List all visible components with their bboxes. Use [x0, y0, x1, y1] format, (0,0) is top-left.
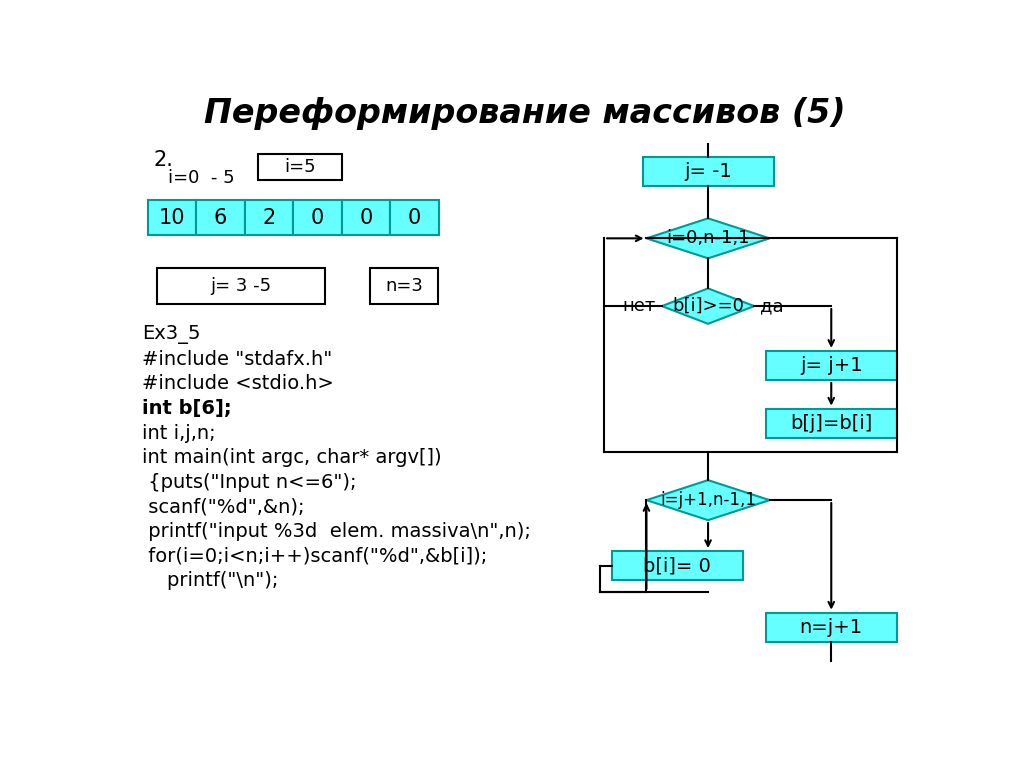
FancyBboxPatch shape: [196, 200, 245, 235]
Text: n=j+1: n=j+1: [800, 617, 863, 637]
Text: 2.: 2.: [154, 150, 173, 170]
Text: 2: 2: [262, 208, 275, 228]
Text: 0: 0: [408, 208, 421, 228]
FancyBboxPatch shape: [611, 551, 742, 580]
Text: printf("\n");: printf("\n");: [142, 571, 279, 591]
Text: 10: 10: [159, 208, 185, 228]
FancyBboxPatch shape: [293, 200, 342, 235]
Text: i=0,n-1,1: i=0,n-1,1: [667, 229, 750, 247]
Text: int b[6];: int b[6];: [142, 399, 231, 418]
Text: b[i]>=0: b[i]>=0: [672, 297, 744, 315]
FancyBboxPatch shape: [157, 268, 325, 304]
Text: 6: 6: [214, 208, 227, 228]
Text: да: да: [761, 297, 784, 315]
Text: #include "stdafx.h": #include "stdafx.h": [142, 350, 333, 369]
Text: i=0  - 5: i=0 - 5: [168, 170, 234, 187]
Polygon shape: [646, 480, 770, 520]
FancyBboxPatch shape: [342, 200, 390, 235]
Text: printf("input %3d  elem. massiva\n",n);: printf("input %3d elem. massiva\n",n);: [142, 522, 531, 542]
Text: {puts("Input n<=6");: {puts("Input n<=6");: [142, 473, 356, 492]
FancyBboxPatch shape: [643, 156, 773, 186]
Text: int main(int argc, char* argv[]): int main(int argc, char* argv[]): [142, 448, 441, 467]
Text: Переформирование массивов (5): Переформирование массивов (5): [204, 97, 846, 130]
Text: Ex3_5: Ex3_5: [142, 325, 201, 344]
Text: j= -1: j= -1: [684, 162, 732, 181]
Text: for(i=0;i<n;i++)scanf("%d",&b[i]);: for(i=0;i<n;i++)scanf("%d",&b[i]);: [142, 547, 487, 566]
FancyBboxPatch shape: [147, 200, 196, 235]
Text: 0: 0: [359, 208, 373, 228]
Polygon shape: [646, 219, 770, 258]
Text: #include <stdio.h>: #include <stdio.h>: [142, 374, 334, 393]
FancyBboxPatch shape: [370, 268, 438, 304]
Polygon shape: [662, 288, 755, 324]
Text: scanf("%d",&n);: scanf("%d",&n);: [142, 498, 304, 516]
Text: int i,j,n;: int i,j,n;: [142, 423, 216, 443]
Text: n=3: n=3: [385, 277, 423, 295]
Text: i=j+1,n-1,1: i=j+1,n-1,1: [660, 491, 756, 509]
Text: j= 3 -5: j= 3 -5: [210, 277, 271, 295]
FancyBboxPatch shape: [766, 351, 897, 380]
Text: 0: 0: [310, 208, 324, 228]
Text: b[j]=b[i]: b[j]=b[i]: [791, 413, 872, 433]
FancyBboxPatch shape: [390, 200, 438, 235]
Text: i=5: i=5: [284, 158, 315, 176]
FancyBboxPatch shape: [766, 613, 897, 642]
FancyBboxPatch shape: [258, 153, 342, 179]
FancyBboxPatch shape: [766, 409, 897, 438]
FancyBboxPatch shape: [245, 200, 293, 235]
Text: b[i]= 0: b[i]= 0: [643, 556, 712, 575]
Text: нет: нет: [623, 297, 655, 315]
Text: j= j+1: j= j+1: [800, 356, 862, 375]
